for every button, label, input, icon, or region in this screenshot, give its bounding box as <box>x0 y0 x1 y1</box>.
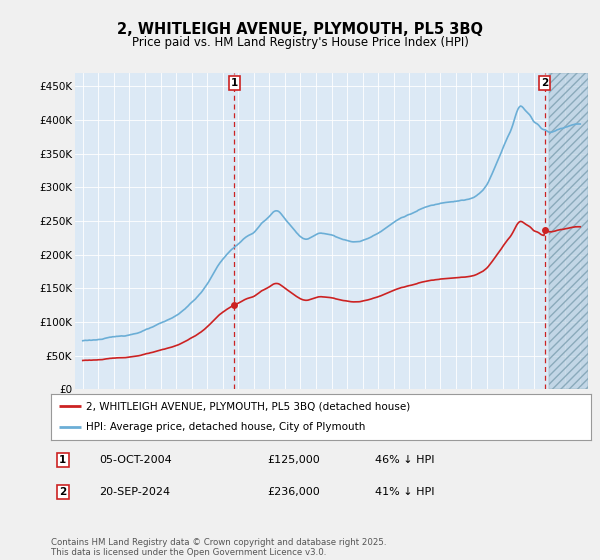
Text: 2: 2 <box>59 487 67 497</box>
Text: 41% ↓ HPI: 41% ↓ HPI <box>375 487 434 497</box>
Text: 2, WHITLEIGH AVENUE, PLYMOUTH, PL5 3BQ (detached house): 2, WHITLEIGH AVENUE, PLYMOUTH, PL5 3BQ (… <box>86 401 410 411</box>
Text: 05-OCT-2004: 05-OCT-2004 <box>100 455 172 465</box>
Bar <box>549 73 588 389</box>
Text: £125,000: £125,000 <box>267 455 320 465</box>
Text: 1: 1 <box>231 78 238 88</box>
Text: Price paid vs. HM Land Registry's House Price Index (HPI): Price paid vs. HM Land Registry's House … <box>131 36 469 49</box>
Text: HPI: Average price, detached house, City of Plymouth: HPI: Average price, detached house, City… <box>86 422 365 432</box>
Text: 2: 2 <box>541 78 548 88</box>
Text: £236,000: £236,000 <box>267 487 320 497</box>
Bar <box>549 73 588 389</box>
Text: 20-SEP-2024: 20-SEP-2024 <box>100 487 171 497</box>
Text: Contains HM Land Registry data © Crown copyright and database right 2025.
This d: Contains HM Land Registry data © Crown c… <box>51 538 386 557</box>
Text: 1: 1 <box>59 455 67 465</box>
Text: 46% ↓ HPI: 46% ↓ HPI <box>375 455 434 465</box>
Text: 2, WHITLEIGH AVENUE, PLYMOUTH, PL5 3BQ: 2, WHITLEIGH AVENUE, PLYMOUTH, PL5 3BQ <box>117 22 483 38</box>
